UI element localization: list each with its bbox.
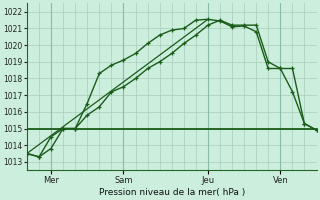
- X-axis label: Pression niveau de la mer( hPa ): Pression niveau de la mer( hPa ): [99, 188, 245, 197]
